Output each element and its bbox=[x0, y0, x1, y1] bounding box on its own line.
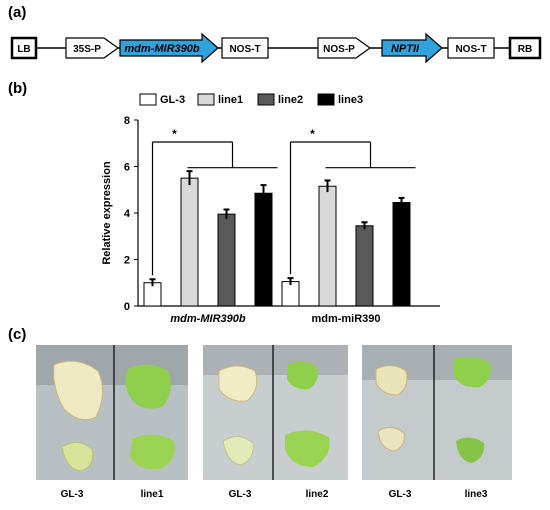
legend-entry-line3: line3 bbox=[317, 93, 363, 106]
legend-entry-line2: line2 bbox=[257, 93, 303, 106]
bar-mdm-mir390-line2 bbox=[355, 225, 374, 307]
photo-panel-3 bbox=[362, 345, 512, 480]
bar-mdm-mir390-gl-3 bbox=[281, 281, 300, 307]
legend-entry-line1: line1 bbox=[197, 93, 243, 106]
gene-construct-diagram: LB 35S-P mdm-MIR390b NOS-T NOS-P NPTII NOS-T RB bbox=[10, 32, 542, 64]
construct-nos-p-4: NOS-P bbox=[317, 37, 372, 59]
photo-panel-1 bbox=[36, 345, 188, 480]
significance-star-mdm-mir390: * bbox=[310, 127, 315, 141]
photo-3-right-label: line3 bbox=[464, 489, 488, 500]
construct-label-7: RB bbox=[518, 44, 532, 55]
construct-rb-7: RB bbox=[508, 36, 542, 60]
photo-1-left-label: GL-3 bbox=[60, 489, 84, 500]
y-tick-label-8: 8 bbox=[124, 115, 130, 127]
y-tick-label-2: 2 bbox=[124, 255, 130, 267]
photo-panel-2 bbox=[203, 345, 348, 480]
bar-mdm-mir390-line1 bbox=[318, 185, 337, 307]
y-tick-label-0: 0 bbox=[124, 301, 130, 313]
panel-label-b: (b) bbox=[8, 80, 28, 97]
bar-mdm-mir390-line3 bbox=[392, 202, 411, 307]
error-bar-mdm-mir390b-line1 bbox=[186, 170, 193, 186]
legend-label-line3: line3 bbox=[338, 94, 363, 106]
error-bar-mdm-mir390-line3 bbox=[398, 196, 405, 208]
construct-label-1: 35S-P bbox=[73, 44, 101, 55]
panel-label-c: (c) bbox=[8, 326, 27, 343]
legend-entry-gl-3: GL-3 bbox=[139, 93, 185, 106]
error-bar-mdm-mir390b-gl-3 bbox=[149, 278, 156, 287]
y-axis-label: Relative expression bbox=[101, 161, 113, 265]
photo-1-right-label: line1 bbox=[140, 489, 164, 500]
x-category-label-mdm-mir390: mdm-miR390 bbox=[311, 313, 380, 325]
bar-mdm-mir390b-line2 bbox=[217, 213, 236, 307]
construct-nptii-5: NPTII bbox=[381, 32, 443, 64]
construct-lb-0: LB bbox=[10, 36, 38, 60]
error-bar-mdm-mir390-gl-3 bbox=[287, 277, 294, 286]
y-tick-label-4: 4 bbox=[124, 208, 131, 220]
expression-bar-chart: GL-3 line1 line2 line3 0 2 4 6 8 Relative expres… bbox=[101, 93, 440, 325]
error-bar-mdm-mir390-line2 bbox=[361, 221, 368, 230]
construct-nos-t-3: NOS-T bbox=[221, 37, 269, 59]
construct-label-5: NPTII bbox=[391, 43, 420, 55]
legend-label-gl-3: GL-3 bbox=[160, 94, 185, 106]
photo-2-left-label: GL-3 bbox=[228, 489, 252, 500]
construct-mdm-mir390b-2: mdm-MIR390b bbox=[119, 32, 219, 64]
significance-bracket-mdm-mir390: * bbox=[289, 127, 416, 275]
legend-label-line1: line1 bbox=[218, 94, 243, 106]
photo-2-right-label: line2 bbox=[305, 489, 329, 500]
construct-35s-p-1: 35S-P bbox=[65, 37, 120, 59]
error-bar-mdm-mir390-line1 bbox=[324, 179, 331, 193]
construct-label-2: mdm-MIR390b bbox=[124, 43, 199, 55]
error-bar-mdm-mir390b-line3 bbox=[260, 184, 267, 202]
construct-label-3: NOS-T bbox=[229, 44, 260, 55]
y-tick-label-6: 6 bbox=[124, 162, 130, 174]
construct-nos-t-6: NOS-T bbox=[447, 37, 495, 59]
construct-label-0: LB bbox=[17, 44, 30, 55]
construct-label-4: NOS-P bbox=[323, 44, 355, 55]
error-bar-mdm-mir390b-line2 bbox=[223, 208, 230, 219]
significance-bracket-mdm-mir390b: * bbox=[151, 127, 278, 276]
bar-mdm-mir390b-line1 bbox=[180, 177, 199, 307]
panel-label-a: (a) bbox=[8, 4, 27, 21]
photo-3-left-label: GL-3 bbox=[388, 489, 412, 500]
significance-star-mdm-mir390b: * bbox=[172, 127, 177, 141]
bar-mdm-mir390b-line3 bbox=[254, 192, 273, 307]
construct-label-6: NOS-T bbox=[455, 44, 486, 55]
legend-label-line2: line2 bbox=[278, 94, 303, 106]
x-category-label-mdm-mir390b: mdm-MIR390b bbox=[170, 313, 245, 325]
